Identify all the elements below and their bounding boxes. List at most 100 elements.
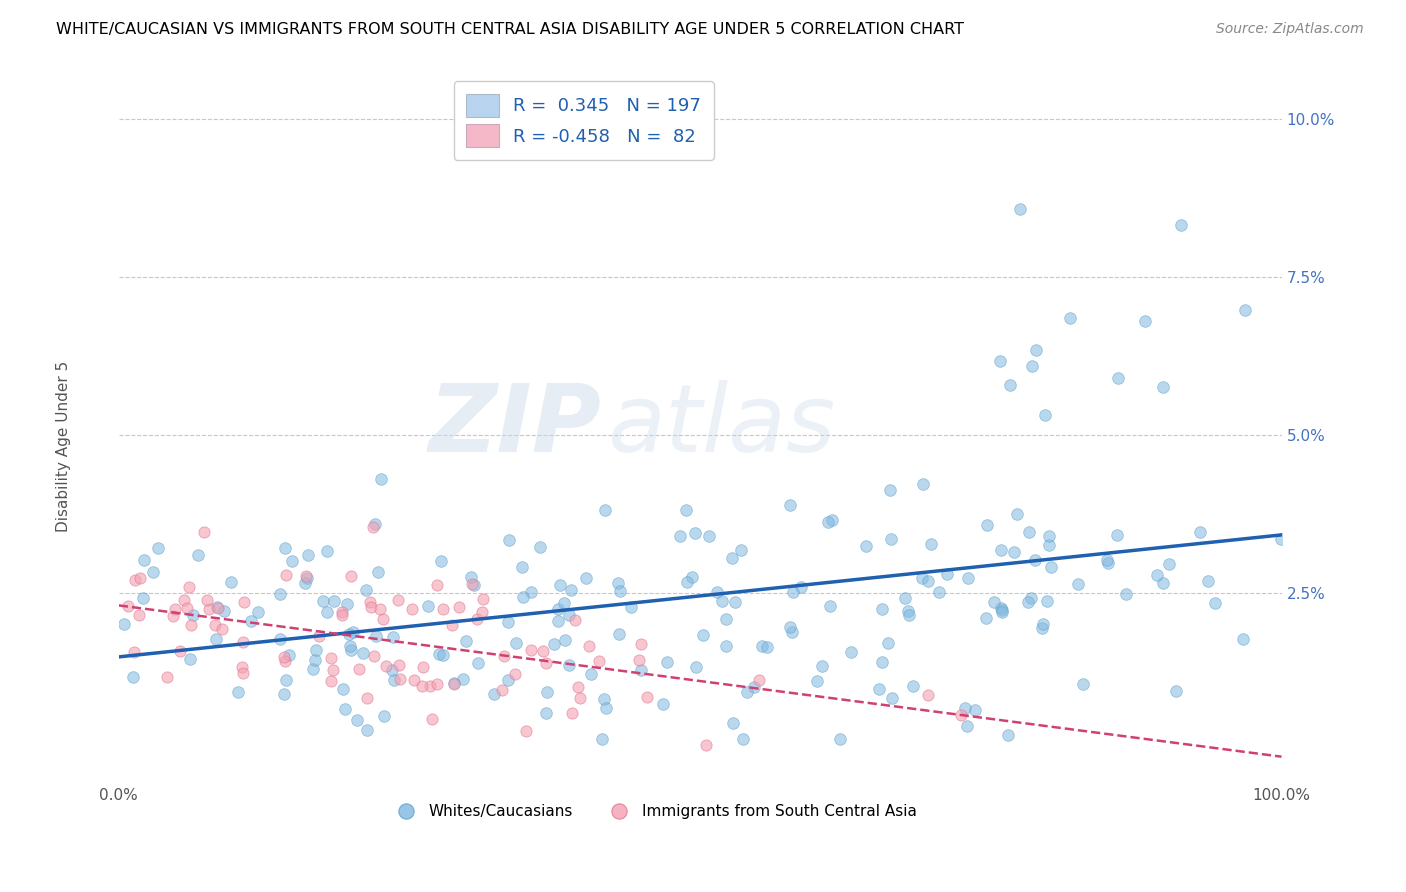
Point bbox=[295, 568, 318, 582]
Point bbox=[198, 602, 221, 616]
Point bbox=[269, 587, 291, 601]
Point bbox=[505, 667, 527, 681]
Point bbox=[724, 595, 747, 609]
Point bbox=[990, 601, 1012, 615]
Point bbox=[675, 503, 697, 517]
Point bbox=[520, 585, 543, 599]
Point bbox=[547, 602, 569, 616]
Point bbox=[1038, 529, 1060, 543]
Point bbox=[498, 615, 520, 629]
Point bbox=[426, 677, 449, 691]
Point bbox=[568, 690, 591, 705]
Point bbox=[917, 574, 939, 588]
Point bbox=[706, 585, 728, 599]
Point bbox=[346, 713, 368, 727]
Point bbox=[536, 685, 558, 699]
Point bbox=[714, 612, 737, 626]
Text: atlas: atlas bbox=[607, 380, 835, 471]
Point bbox=[356, 582, 378, 597]
Point bbox=[607, 576, 630, 591]
Point bbox=[1152, 380, 1174, 394]
Point bbox=[231, 660, 253, 674]
Point bbox=[609, 627, 631, 641]
Point bbox=[1025, 343, 1047, 357]
Point bbox=[1021, 591, 1043, 605]
Point bbox=[427, 647, 450, 661]
Point bbox=[274, 541, 297, 555]
Point bbox=[806, 673, 828, 688]
Point bbox=[676, 575, 699, 590]
Point bbox=[388, 672, 411, 686]
Point bbox=[121, 670, 143, 684]
Point bbox=[304, 653, 326, 667]
Point bbox=[1233, 302, 1256, 317]
Point bbox=[332, 682, 354, 697]
Point bbox=[870, 655, 893, 669]
Point bbox=[322, 663, 344, 677]
Point bbox=[780, 624, 803, 639]
Point bbox=[711, 593, 734, 607]
Point bbox=[294, 575, 316, 590]
Point bbox=[534, 706, 557, 720]
Point bbox=[418, 599, 440, 614]
Point bbox=[1170, 218, 1192, 232]
Point bbox=[548, 578, 571, 592]
Point bbox=[628, 653, 651, 667]
Point bbox=[370, 472, 392, 486]
Point bbox=[543, 637, 565, 651]
Point bbox=[894, 591, 917, 605]
Point bbox=[630, 663, 652, 677]
Point bbox=[132, 553, 155, 567]
Point bbox=[491, 682, 513, 697]
Point bbox=[429, 554, 451, 568]
Point bbox=[991, 605, 1014, 619]
Point bbox=[169, 644, 191, 658]
Point bbox=[247, 605, 270, 619]
Point bbox=[1035, 594, 1057, 608]
Text: Disability Age Under 5: Disability Age Under 5 bbox=[56, 360, 70, 532]
Point bbox=[1018, 524, 1040, 539]
Point bbox=[432, 602, 454, 616]
Point bbox=[1071, 677, 1094, 691]
Text: ZIP: ZIP bbox=[429, 380, 602, 472]
Point bbox=[560, 582, 582, 597]
Point bbox=[721, 550, 744, 565]
Point bbox=[911, 477, 934, 491]
Point bbox=[411, 679, 433, 693]
Point bbox=[1038, 538, 1060, 552]
Point bbox=[695, 738, 717, 752]
Point bbox=[990, 543, 1012, 558]
Point bbox=[498, 533, 520, 547]
Point bbox=[1059, 310, 1081, 325]
Point bbox=[337, 627, 360, 641]
Point bbox=[529, 540, 551, 554]
Point bbox=[553, 596, 575, 610]
Point bbox=[356, 691, 378, 706]
Point bbox=[692, 628, 714, 642]
Point bbox=[974, 611, 997, 625]
Point bbox=[496, 673, 519, 687]
Point bbox=[818, 599, 841, 613]
Point bbox=[609, 584, 631, 599]
Point bbox=[204, 618, 226, 632]
Point bbox=[441, 618, 464, 632]
Point bbox=[697, 529, 720, 543]
Point bbox=[321, 673, 343, 688]
Point bbox=[381, 663, 404, 677]
Point bbox=[453, 672, 475, 686]
Point bbox=[280, 554, 302, 568]
Point bbox=[956, 718, 979, 732]
Point bbox=[748, 673, 770, 688]
Point bbox=[219, 574, 242, 589]
Point bbox=[165, 602, 187, 616]
Point bbox=[374, 659, 396, 673]
Point bbox=[1010, 202, 1032, 217]
Point bbox=[323, 594, 346, 608]
Point bbox=[575, 571, 598, 585]
Point bbox=[1197, 574, 1219, 588]
Point bbox=[1021, 359, 1043, 374]
Point bbox=[876, 636, 898, 650]
Point bbox=[332, 608, 354, 623]
Point bbox=[432, 648, 454, 662]
Point bbox=[176, 600, 198, 615]
